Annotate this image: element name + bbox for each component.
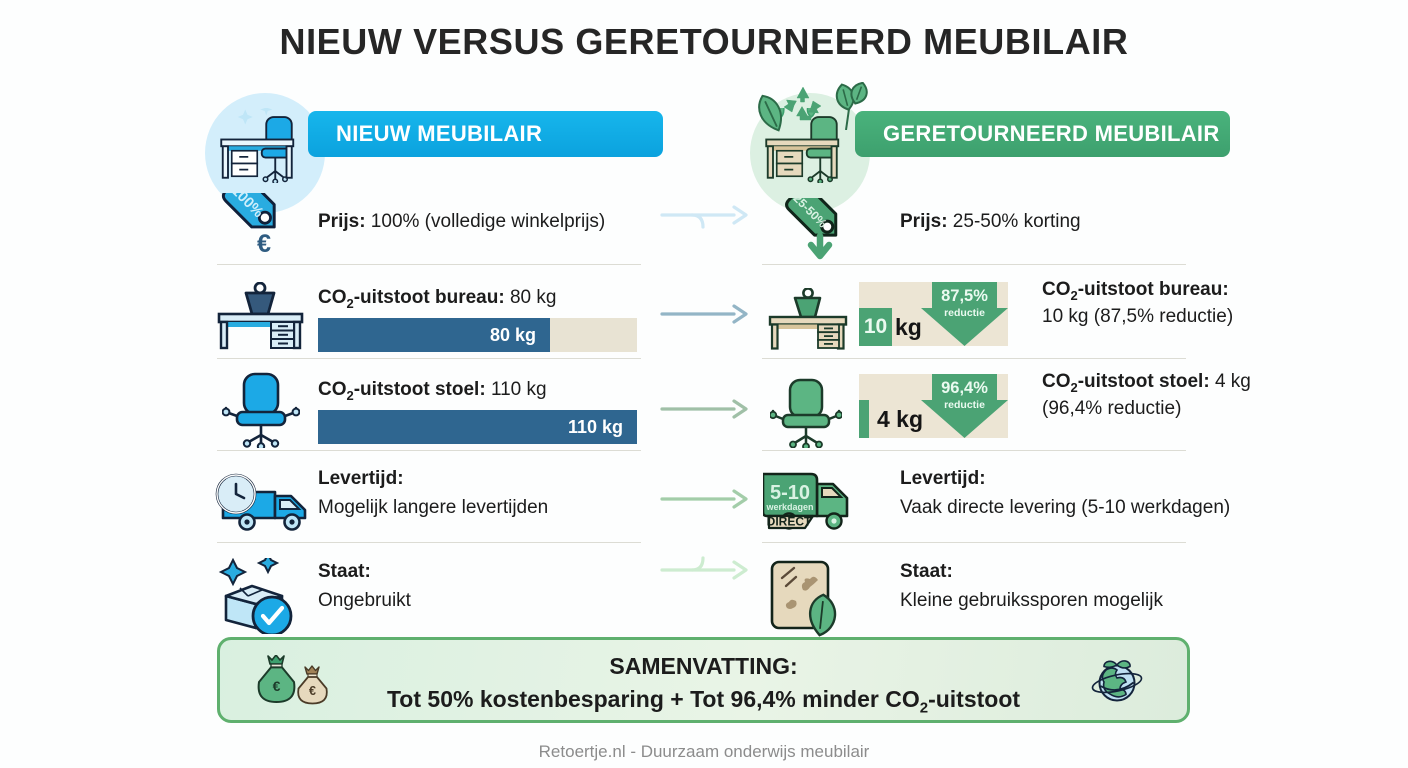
svg-text:96,4%: 96,4%: [941, 379, 988, 397]
svg-text:5-10: 5-10: [770, 482, 810, 504]
svg-text:reductie: reductie: [944, 399, 985, 411]
svg-text:87,5%: 87,5%: [941, 287, 988, 305]
svg-text:€: €: [257, 230, 271, 258]
svg-text:€: €: [309, 684, 316, 698]
svg-text:€: €: [273, 678, 281, 694]
svg-text:reductie: reductie: [944, 307, 985, 319]
svg-text:DIRECT: DIRECT: [767, 515, 812, 529]
svg-text:werkdagen: werkdagen: [765, 502, 813, 512]
